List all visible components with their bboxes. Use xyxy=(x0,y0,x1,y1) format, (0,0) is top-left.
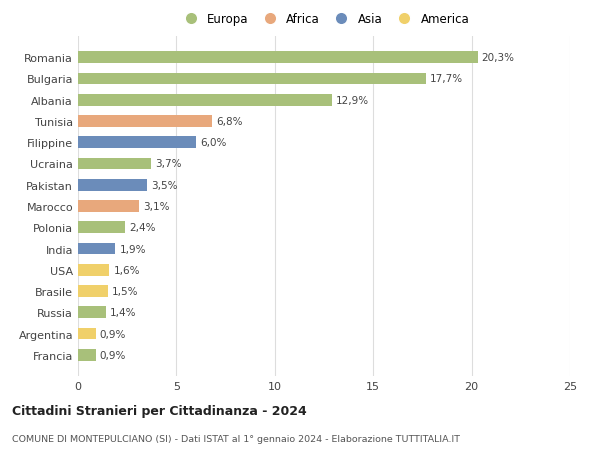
Text: Cittadini Stranieri per Cittadinanza - 2024: Cittadini Stranieri per Cittadinanza - 2… xyxy=(12,404,307,417)
Text: 1,9%: 1,9% xyxy=(119,244,146,254)
Text: 0,9%: 0,9% xyxy=(100,329,126,339)
Text: COMUNE DI MONTEPULCIANO (SI) - Dati ISTAT al 1° gennaio 2024 - Elaborazione TUTT: COMUNE DI MONTEPULCIANO (SI) - Dati ISTA… xyxy=(12,434,460,443)
Bar xyxy=(78,95,332,106)
Text: 3,7%: 3,7% xyxy=(155,159,181,169)
Bar xyxy=(78,264,109,276)
Bar xyxy=(78,201,139,213)
Bar xyxy=(78,73,427,85)
Bar xyxy=(78,285,107,297)
Text: 2,4%: 2,4% xyxy=(129,223,155,233)
Bar xyxy=(78,243,115,255)
Text: 1,5%: 1,5% xyxy=(112,286,138,297)
Bar xyxy=(78,222,125,234)
Text: 17,7%: 17,7% xyxy=(430,74,463,84)
Text: 3,1%: 3,1% xyxy=(143,202,169,212)
Legend: Europa, Africa, Asia, America: Europa, Africa, Asia, America xyxy=(174,9,474,31)
Bar xyxy=(78,52,478,64)
Text: 6,0%: 6,0% xyxy=(200,138,226,148)
Bar xyxy=(78,307,106,319)
Text: 1,4%: 1,4% xyxy=(109,308,136,318)
Text: 3,5%: 3,5% xyxy=(151,180,178,190)
Bar xyxy=(78,328,96,340)
Text: 0,9%: 0,9% xyxy=(100,350,126,360)
Text: 12,9%: 12,9% xyxy=(336,95,369,106)
Bar xyxy=(78,158,151,170)
Bar xyxy=(78,116,212,128)
Bar xyxy=(78,349,96,361)
Text: 1,6%: 1,6% xyxy=(113,265,140,275)
Text: 6,8%: 6,8% xyxy=(216,117,242,127)
Bar xyxy=(78,179,147,191)
Bar xyxy=(78,137,196,149)
Text: 20,3%: 20,3% xyxy=(481,53,514,63)
